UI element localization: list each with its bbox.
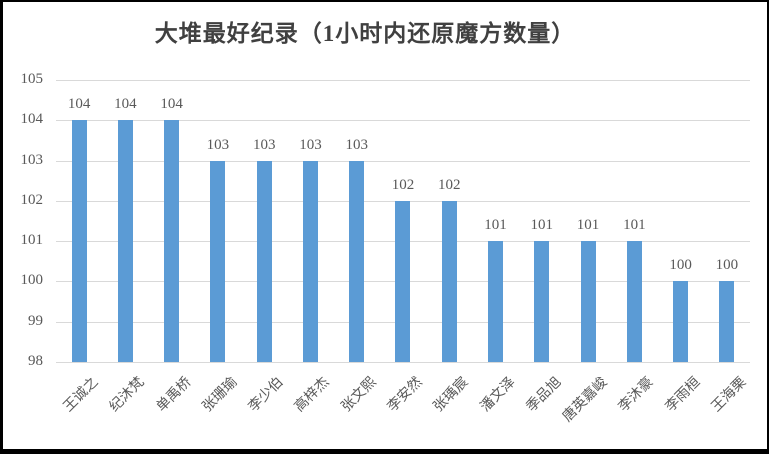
- bar: [719, 281, 735, 362]
- bar-slot: 103: [195, 80, 241, 362]
- bar-data-label: 100: [669, 257, 692, 274]
- y-tick-label: 98: [28, 353, 43, 369]
- bar-slot: 100: [704, 80, 750, 362]
- bar-data-label: 101: [576, 217, 600, 234]
- x-label-slot: 李雨桓: [657, 362, 704, 449]
- bar-slot: 103: [334, 80, 380, 362]
- y-tick-label: 101: [20, 232, 44, 249]
- bar-slot: 104: [102, 80, 148, 362]
- bar-data-label: 103: [299, 136, 322, 153]
- x-label-slot: 王诚之: [56, 362, 102, 449]
- x-category-label: 李少伯: [246, 374, 287, 416]
- gridline: [56, 160, 750, 162]
- x-label-slot: 王海栗: [704, 362, 750, 449]
- bar-slot: 103: [287, 80, 333, 362]
- x-label-slot: 李沐豪: [611, 362, 657, 449]
- x-category-label: 高梓杰: [292, 374, 333, 416]
- x-label-slot: 李少伯: [241, 362, 287, 449]
- bar-slot: 101: [565, 80, 611, 362]
- bar-slot: 102: [426, 80, 472, 362]
- bar-data-label: 104: [114, 96, 137, 113]
- bar: [349, 160, 365, 362]
- x-axis-labels: 王诚之 纪沐梵 单禹桥 张珊瑜 李少伯 高梓杰 张文熙 李安然 张瑀宸 潘文泽 季品旭 唐英嘉峻 李沐豪…: [56, 362, 750, 449]
- bar-data-label: 104: [67, 96, 91, 113]
- bar-data-label: 100: [715, 257, 739, 274]
- y-tick-label: 103: [20, 151, 44, 168]
- x-category-label: 王海栗: [708, 374, 750, 416]
- y-tick-label: 99: [28, 312, 43, 329]
- bar: [210, 160, 226, 362]
- bar-slot: 102: [380, 80, 426, 362]
- x-label-slot: 潘文泽: [472, 362, 518, 449]
- bar-data-label: 101: [530, 217, 554, 234]
- bar: [626, 241, 642, 362]
- bar-slot: 104: [56, 80, 102, 362]
- x-label-slot: 纪沐梵: [102, 362, 148, 449]
- gridline: [56, 362, 750, 363]
- bar-slot: 100: [657, 80, 703, 362]
- x-category-label: 张文熙: [338, 374, 380, 416]
- x-label-slot: 唐英嘉峻: [560, 362, 611, 449]
- bar-series: 104 104 104 103 103 103 103 102 102 101 101 101 101 1…: [56, 80, 750, 362]
- bar-slot: 103: [241, 80, 287, 362]
- bar: [441, 200, 457, 362]
- x-category-label: 纪沐梵: [107, 374, 148, 416]
- bar-data-label: 103: [206, 136, 230, 153]
- chart-title: 大堆最好纪录（1小时内还原魔方数量）: [154, 21, 576, 46]
- bar-slot: 104: [149, 80, 195, 362]
- bar: [395, 200, 411, 362]
- bar-data-label: 101: [623, 217, 646, 234]
- bar-data-label: 101: [484, 217, 507, 234]
- x-category-label: 李雨桓: [662, 374, 704, 416]
- x-category-label: 潘文泽: [477, 374, 518, 416]
- bar-data-label: 102: [391, 176, 415, 193]
- plot-area: 104 104 104 103 103 103 103 102 102 101 101 101 101 1…: [56, 80, 750, 363]
- bar: [580, 241, 596, 362]
- bar: [256, 160, 272, 362]
- bar-slot: 101: [472, 80, 518, 362]
- y-axis-labels: 105 104 103 102 101 100 99 98: [3, 72, 49, 369]
- x-label-slot: 张珊瑜: [195, 362, 241, 449]
- bar: [488, 241, 504, 362]
- bar-data-label: 103: [252, 136, 276, 153]
- x-category-label: 李沐豪: [616, 374, 657, 416]
- x-label-slot: 季品旭: [519, 362, 565, 449]
- bar: [534, 241, 550, 362]
- x-label-slot: 李安然: [380, 362, 426, 449]
- x-label-slot: 单禹桥: [149, 362, 195, 449]
- bar: [117, 120, 133, 362]
- x-category-label: 唐英嘉峻: [560, 374, 611, 426]
- x-category-label: 张珊瑜: [200, 374, 241, 416]
- bar: [164, 120, 180, 362]
- x-category-label: 李安然: [385, 374, 426, 416]
- x-label-slot: 高梓杰: [287, 362, 333, 449]
- x-label-slot: 张文熙: [334, 362, 380, 449]
- x-category-label: 单禹桥: [153, 374, 195, 416]
- bar-slot: 101: [519, 80, 565, 362]
- y-tick-label: 105: [20, 71, 44, 87]
- gridline: [56, 120, 750, 122]
- bar: [302, 160, 318, 362]
- bar-data-label: 103: [345, 136, 368, 153]
- gridline: [56, 80, 750, 81]
- bar: [71, 120, 87, 362]
- x-category-label: 王诚之: [61, 374, 102, 416]
- bar: [673, 281, 689, 362]
- y-tick-label: 104: [20, 111, 44, 128]
- y-tick-label: 100: [20, 272, 44, 289]
- bar-data-label: 102: [438, 176, 461, 193]
- x-category-label: 张瑀宸: [431, 374, 472, 416]
- y-tick-label: 102: [20, 191, 44, 208]
- bar-data-label: 104: [160, 96, 183, 113]
- x-label-slot: 张瑀宸: [426, 362, 472, 449]
- bar-slot: 101: [611, 80, 657, 362]
